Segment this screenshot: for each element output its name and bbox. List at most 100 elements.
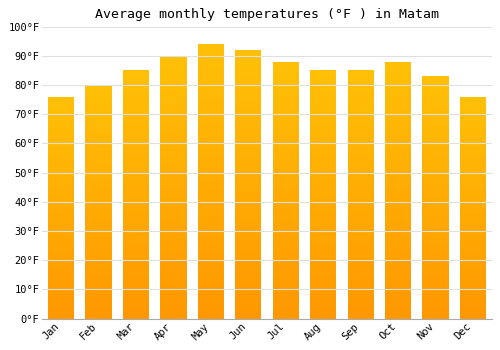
Bar [235, 127, 262, 131]
Bar [385, 232, 411, 235]
Bar [422, 167, 448, 170]
Bar [310, 117, 336, 120]
Bar [198, 198, 224, 202]
Bar [123, 290, 149, 294]
Bar [272, 68, 299, 71]
Bar [123, 201, 149, 204]
Bar [460, 116, 486, 119]
Bar [48, 149, 74, 152]
Bar [460, 213, 486, 216]
Bar [48, 97, 74, 99]
Bar [460, 122, 486, 125]
Bar [198, 312, 224, 315]
Bar [48, 205, 74, 208]
Bar [310, 120, 336, 123]
Bar [422, 225, 448, 228]
Bar [385, 258, 411, 261]
Bar [123, 219, 149, 222]
Bar [460, 152, 486, 155]
Bar [310, 105, 336, 108]
Bar [272, 196, 299, 200]
Bar [422, 104, 448, 106]
Bar [160, 62, 186, 66]
Bar [48, 244, 74, 246]
Bar [235, 137, 262, 141]
Bar [235, 292, 262, 295]
Bar [460, 111, 486, 113]
Bar [123, 260, 149, 263]
Bar [123, 179, 149, 182]
Bar [235, 177, 262, 181]
Bar [86, 222, 112, 225]
Bar [86, 231, 112, 234]
Bar [385, 78, 411, 81]
Bar [310, 114, 336, 117]
Bar [272, 225, 299, 229]
Bar [310, 201, 336, 204]
Bar [385, 81, 411, 84]
Bar [198, 277, 224, 281]
Bar [235, 161, 262, 164]
Bar [123, 278, 149, 281]
Bar [235, 97, 262, 100]
Bar [235, 308, 262, 312]
Bar [422, 76, 448, 79]
Bar [198, 126, 224, 130]
Bar [348, 185, 374, 188]
Bar [272, 232, 299, 235]
Bar [310, 163, 336, 167]
Bar [272, 100, 299, 104]
Bar [86, 269, 112, 272]
Bar [272, 277, 299, 280]
Bar [86, 289, 112, 292]
Bar [86, 155, 112, 158]
Bar [422, 122, 448, 125]
Bar [48, 271, 74, 274]
Bar [235, 154, 262, 158]
Bar [385, 235, 411, 238]
Bar [235, 131, 262, 134]
Bar [348, 148, 374, 151]
Bar [460, 105, 486, 108]
Bar [235, 315, 262, 318]
Bar [48, 282, 74, 285]
Bar [160, 92, 186, 95]
Bar [86, 219, 112, 222]
Bar [235, 151, 262, 154]
Bar [460, 280, 486, 282]
Bar [272, 206, 299, 209]
Bar [310, 191, 336, 195]
Bar [198, 253, 224, 257]
Bar [123, 272, 149, 275]
Bar [123, 247, 149, 250]
Bar [198, 216, 224, 219]
Bar [348, 173, 374, 176]
Bar [385, 62, 411, 65]
Bar [235, 87, 262, 90]
Bar [460, 316, 486, 318]
Bar [422, 288, 448, 291]
Bar [48, 163, 74, 166]
Bar [123, 173, 149, 176]
Bar [198, 205, 224, 209]
Bar [198, 301, 224, 305]
Bar [160, 233, 186, 237]
Bar [385, 196, 411, 200]
Bar [385, 132, 411, 135]
Bar [460, 130, 486, 133]
Bar [272, 152, 299, 155]
Bar [460, 205, 486, 208]
Bar [272, 190, 299, 193]
Bar [385, 200, 411, 203]
Bar [422, 194, 448, 197]
Bar [460, 268, 486, 271]
Bar [86, 167, 112, 170]
Bar [385, 312, 411, 315]
Bar [460, 260, 486, 263]
Bar [272, 212, 299, 216]
Bar [86, 152, 112, 155]
Bar [310, 130, 336, 133]
Bar [272, 174, 299, 177]
Bar [198, 116, 224, 120]
Bar [272, 274, 299, 277]
